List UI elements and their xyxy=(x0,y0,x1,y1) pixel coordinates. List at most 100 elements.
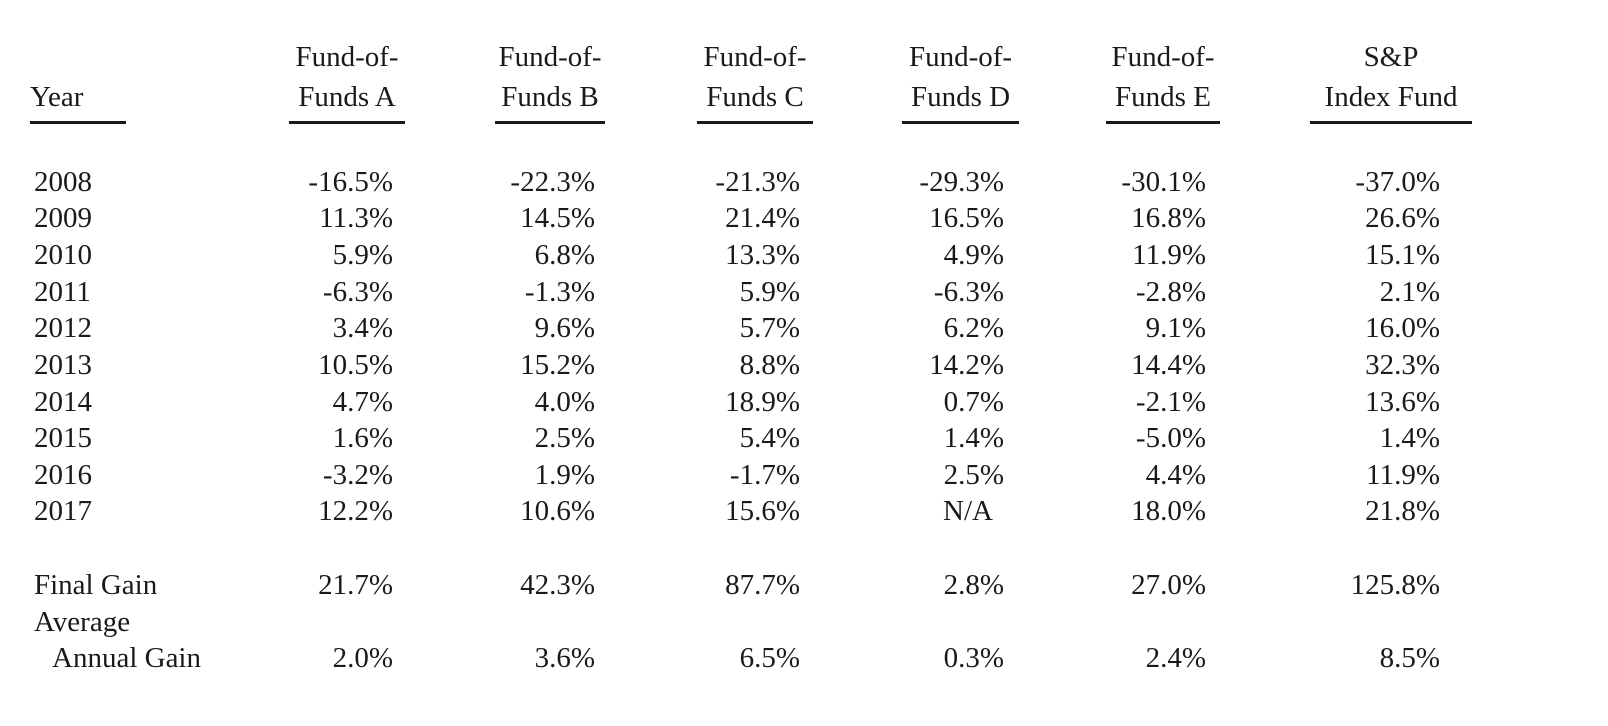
value-cell: 14.4% xyxy=(1131,349,1206,381)
value-cell: 1.6% xyxy=(332,422,393,454)
value-cell: 6.2% xyxy=(943,312,1004,344)
year-cell: 2011 xyxy=(34,276,91,308)
value-cell: 10.6% xyxy=(520,495,595,527)
value-cell: 18.9% xyxy=(725,386,800,418)
header-fund-a-line1: Fund-of- xyxy=(295,41,399,73)
value-cell: 14.5% xyxy=(520,202,595,234)
value-cell: 12.2% xyxy=(318,495,393,527)
summary-row-average-annual-gain: Annual Gain 2.0% 3.6% 6.5% 0.3% 2.4% 8.5… xyxy=(0,640,1608,676)
value-cell: 27.0% xyxy=(1131,569,1206,601)
value-cell: 10.5% xyxy=(318,349,393,381)
header-fund-b: Fund-of- Funds B xyxy=(495,38,605,124)
value-cell: 1.9% xyxy=(534,459,595,491)
header-sp-index: S&P Index Fund xyxy=(1310,38,1472,124)
value-cell: 21.8% xyxy=(1365,495,1440,527)
average-label: Average xyxy=(34,606,131,638)
header-sp-index-line1: S&P xyxy=(1363,41,1419,73)
header-rule xyxy=(1106,121,1220,124)
header-fund-e-line2: Funds E xyxy=(1115,81,1211,113)
value-cell: -21.3% xyxy=(715,166,800,198)
table-row: 2010 5.9% 6.8% 13.3% 4.9% 11.9% 15.1% xyxy=(0,237,1608,273)
year-cell: 2012 xyxy=(34,312,92,344)
value-cell: 5.9% xyxy=(332,239,393,271)
value-cell: 1.4% xyxy=(1379,422,1440,454)
table-row: 2009 11.3% 14.5% 21.4% 16.5% 16.8% 26.6% xyxy=(0,200,1608,236)
value-cell: 3.6% xyxy=(534,642,595,674)
header-fund-e: Fund-of- Funds E xyxy=(1106,38,1220,124)
value-cell: 11.3% xyxy=(319,202,393,234)
value-cell: 5.4% xyxy=(739,422,800,454)
value-cell: 4.4% xyxy=(1145,459,1206,491)
value-cell: 4.7% xyxy=(332,386,393,418)
value-cell: 9.1% xyxy=(1145,312,1206,344)
header-rule xyxy=(495,121,605,124)
value-cell: 32.3% xyxy=(1365,349,1440,381)
value-cell: -5.0% xyxy=(1135,422,1206,454)
value-cell: -30.1% xyxy=(1121,166,1206,198)
value-cell: -22.3% xyxy=(510,166,595,198)
year-cell: 2014 xyxy=(34,386,92,418)
value-cell: 2.4% xyxy=(1145,642,1206,674)
year-cell: 2010 xyxy=(34,239,92,271)
table-row: 2012 3.4% 9.6% 5.7% 6.2% 9.1% 16.0% xyxy=(0,310,1608,346)
value-cell: -37.0% xyxy=(1355,166,1440,198)
value-cell: 4.9% xyxy=(943,239,1004,271)
value-cell: 2.5% xyxy=(943,459,1004,491)
value-cell: 21.7% xyxy=(318,569,393,601)
table-row: 2014 4.7% 4.0% 18.9% 0.7% -2.1% 13.6% xyxy=(0,384,1608,420)
header-rule xyxy=(30,121,126,124)
value-cell: -2.1% xyxy=(1135,386,1206,418)
value-cell: -16.5% xyxy=(308,166,393,198)
value-cell: 9.6% xyxy=(534,312,595,344)
value-cell: 3.4% xyxy=(332,312,393,344)
value-cell: 16.0% xyxy=(1365,312,1440,344)
table-row: 2008 -16.5% -22.3% -21.3% -29.3% -30.1% … xyxy=(0,164,1608,200)
value-cell: 13.3% xyxy=(725,239,800,271)
year-cell: 2013 xyxy=(34,349,92,381)
table-row: 2013 10.5% 15.2% 8.8% 14.2% 14.4% 32.3% xyxy=(0,347,1608,383)
value-cell: 15.2% xyxy=(520,349,595,381)
value-cell: 15.1% xyxy=(1365,239,1440,271)
value-cell: -1.3% xyxy=(524,276,595,308)
year-cell: 2009 xyxy=(34,202,92,234)
value-cell: 6.8% xyxy=(534,239,595,271)
header-fund-c-line2: Funds C xyxy=(706,81,804,113)
header-fund-c: Fund-of- Funds C xyxy=(697,38,813,124)
value-cell: 0.3% xyxy=(943,642,1004,674)
table-row: 2016 -3.2% 1.9% -1.7% 2.5% 4.4% 11.9% xyxy=(0,457,1608,493)
value-cell: 11.9% xyxy=(1366,459,1440,491)
header-fund-b-line1: Fund-of- xyxy=(498,41,602,73)
value-cell: 26.6% xyxy=(1365,202,1440,234)
value-cell: 87.7% xyxy=(725,569,800,601)
value-cell: -6.3% xyxy=(933,276,1004,308)
header-fund-a: Fund-of- Funds A xyxy=(289,38,405,124)
header-fund-d-line2: Funds D xyxy=(910,81,1011,113)
table-row: 2017 12.2% 10.6% 15.6% N/A 18.0% 21.8% xyxy=(0,493,1608,529)
final-gain-label: Final Gain xyxy=(34,569,158,601)
value-cell: 1.4% xyxy=(943,422,1004,454)
annual-gain-label: Annual Gain xyxy=(52,642,201,674)
value-cell: 5.9% xyxy=(739,276,800,308)
value-cell: 8.8% xyxy=(739,349,800,381)
value-cell: -6.3% xyxy=(322,276,393,308)
header-year-label: Year xyxy=(30,81,84,113)
summary-row-average-label: Average xyxy=(0,604,1608,640)
value-cell: 16.8% xyxy=(1131,202,1206,234)
value-cell: 16.5% xyxy=(929,202,1004,234)
value-cell: 14.2% xyxy=(929,349,1004,381)
value-cell: 125.8% xyxy=(1350,569,1440,601)
header-fund-d-line1: Fund-of- xyxy=(908,41,1013,73)
value-cell: 8.5% xyxy=(1379,642,1440,674)
value-cell: -29.3% xyxy=(919,166,1004,198)
value-cell: 5.7% xyxy=(739,312,800,344)
value-cell: N/A xyxy=(943,495,993,527)
value-cell: -1.7% xyxy=(729,459,800,491)
table-row: 2011 -6.3% -1.3% 5.9% -6.3% -2.8% 2.1% xyxy=(0,274,1608,310)
summary-row-final-gain: Final Gain 21.7% 42.3% 87.7% 2.8% 27.0% … xyxy=(0,567,1608,603)
header-fund-c-line1: Fund-of- xyxy=(703,41,807,73)
value-cell: 15.6% xyxy=(725,495,800,527)
year-cell: 2017 xyxy=(34,495,92,527)
value-cell: 21.4% xyxy=(725,202,800,234)
value-cell: -2.8% xyxy=(1135,276,1206,308)
